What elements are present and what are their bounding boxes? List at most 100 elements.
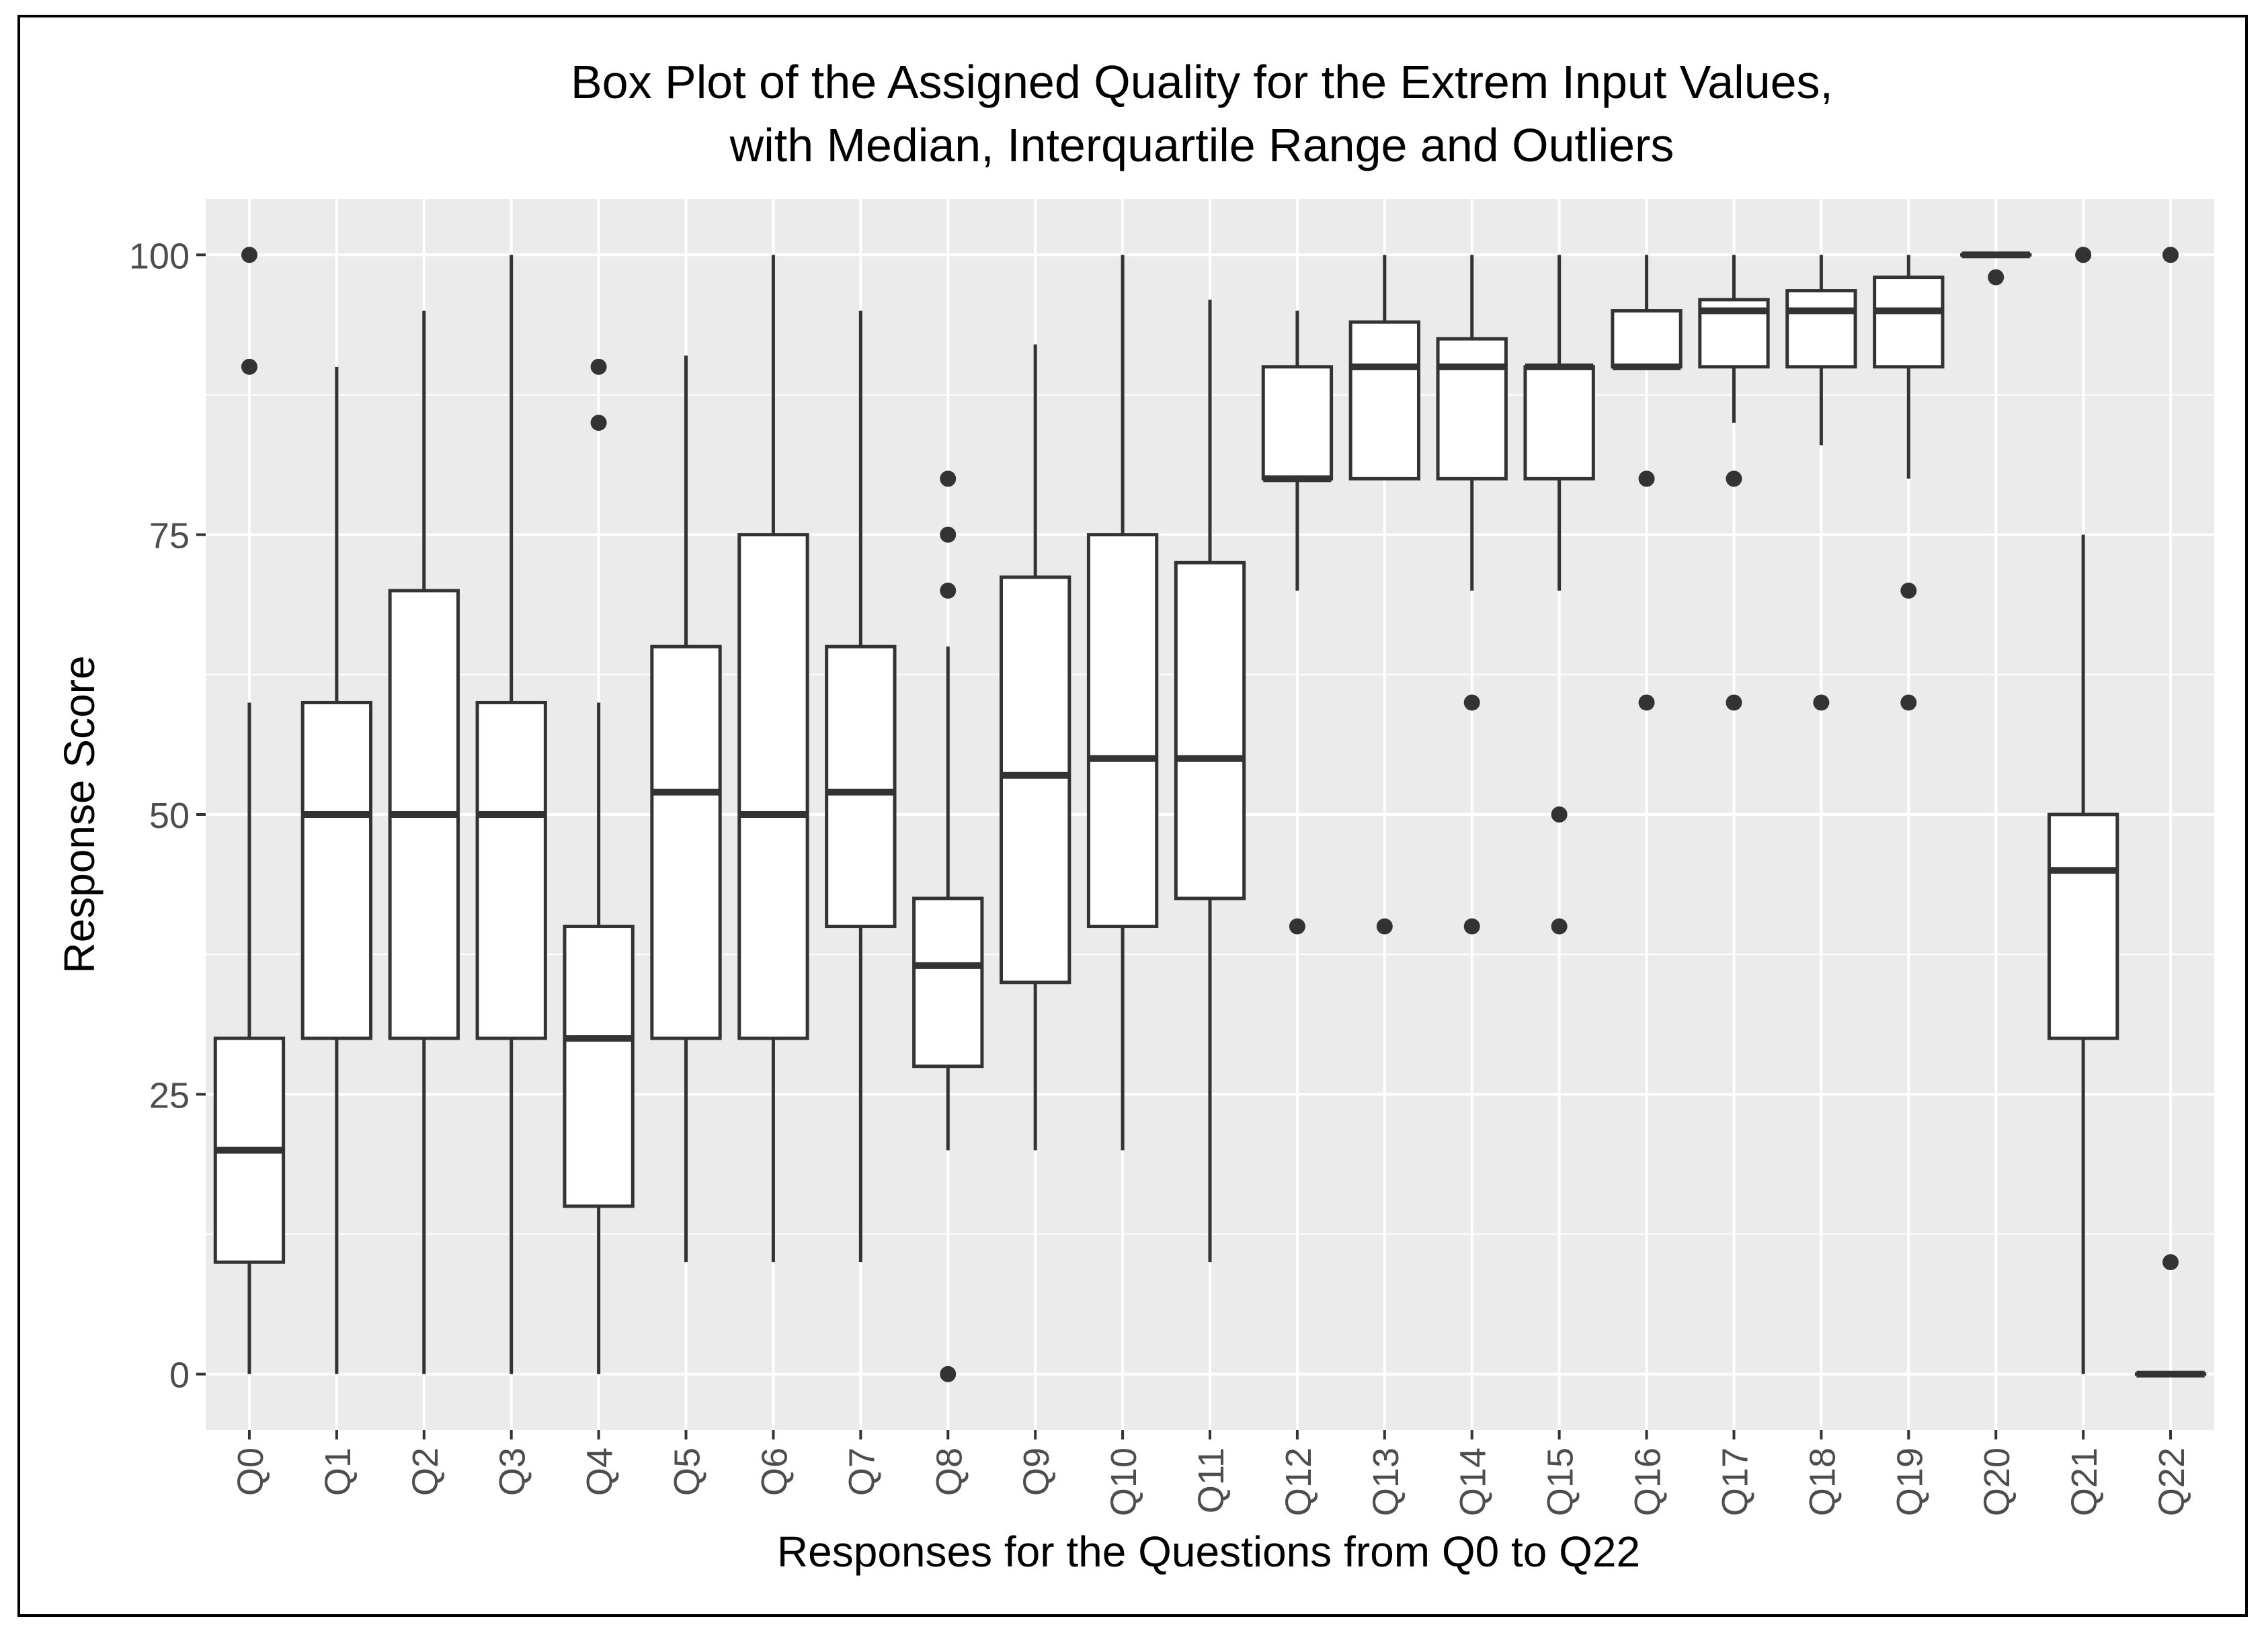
outlier-point [1289,918,1305,935]
x-tick-label: Q4 [580,1448,620,1496]
y-tick-label: 0 [169,1355,190,1396]
iqr-box [1523,365,1595,480]
box-q19 [1873,255,1945,711]
y-axis: 0 25 50 75 100 [129,236,206,1396]
x-axis: Q0 Q1 Q2 Q3 Q4 Q5 Q6 Q7 Q8 Q9 Q10 Q11 Q12 Q13 Q14 Q15 Q1… [231,1430,2192,1516]
x-tick-label: Q16 [1628,1448,1668,1516]
x-tick-label: Q10 [1104,1448,1144,1516]
box-q15 [1523,255,1595,935]
chart-frame: 0 25 50 75 100 Q0 Q1 Q2 Q3 Q4 Q5 Q6 Q7 Q8 Q9 Q10 Q11 Q12… [17,15,2248,1617]
box-q17 [1698,255,1770,711]
x-tick-label: Q20 [1977,1448,2017,1516]
iqr-box [1000,575,1071,985]
iqr-box [1436,337,1508,480]
outlier-point [590,415,607,431]
x-axis-label: Responses for the Questions from Q0 to Q… [777,1527,1640,1576]
outlier-point [1726,470,1742,487]
x-tick-label: Q14 [1453,1448,1494,1516]
x-tick-label: Q15 [1541,1448,1581,1516]
y-axis-label: Response Score [55,655,104,973]
iqr-box [1785,289,1857,369]
box-q4 [563,358,635,1374]
outlier-point [1463,694,1480,711]
box-q10 [1086,255,1159,1150]
box-q16 [1611,255,1683,711]
y-tick-label: 100 [129,236,190,276]
x-tick-label: Q12 [1279,1448,1319,1516]
iqr-box [1873,276,1945,369]
box-q0 [213,247,286,1374]
x-tick-label: Q6 [754,1448,795,1496]
iqr-box [912,896,984,1069]
iqr-box [1348,320,1420,480]
outlier-point [2075,247,2092,263]
box-q5 [650,355,722,1263]
box-q13 [1348,255,1420,935]
x-tick-label: Q13 [1366,1448,1406,1516]
outlier-point [2162,247,2179,263]
x-tick-label: Q11 [1191,1448,1231,1513]
x-tick-label: Q0 [231,1448,271,1496]
iqr-box [1611,309,1683,369]
iqr-box [650,644,722,1040]
outlier-point [940,526,957,543]
box-q1 [300,366,373,1374]
x-tick-label: Q5 [667,1448,708,1496]
box-plot-chart: 0 25 50 75 100 Q0 Q1 Q2 Q3 Q4 Q5 Q6 Q7 Q8 Q9 Q10 Q11 Q12… [55,56,2214,1576]
iqr-box [2047,812,2119,1040]
iqr-box [563,925,635,1208]
outlier-point [241,247,257,263]
outlier-point [1900,582,1917,599]
outlier-point [1638,470,1655,487]
x-tick-label: Q3 [493,1448,533,1496]
outlier-point [1463,918,1480,935]
box-q12 [1261,310,1334,935]
x-tick-label: Q1 [318,1448,358,1496]
y-tick-label: 50 [149,796,190,836]
x-tick-label: Q22 [2152,1448,2192,1516]
x-tick-label: Q8 [929,1448,969,1496]
x-tick-label: Q2 [405,1448,446,1496]
box-q3 [475,255,547,1374]
outlier-point [1900,694,1917,711]
iqr-box [1174,560,1246,901]
outlier-point [1813,694,1830,711]
box-q22 [2134,247,2207,1378]
y-tick-label: 75 [149,516,190,556]
x-tick-label: Q18 [1802,1448,1842,1516]
box-q18 [1785,255,1857,711]
outlier-point [940,1366,957,1382]
x-tick-label: Q17 [1715,1448,1755,1516]
chart-subtitle: with Median, Interquartile Range and Out… [729,119,1674,171]
outlier-point [1988,269,2004,286]
box-q14 [1436,255,1508,935]
outlier-point [1551,806,1568,823]
box-q6 [737,255,809,1263]
iqr-box [300,700,373,1040]
box-q11 [1174,299,1246,1263]
outlier-point [241,358,257,375]
outlier-point [940,470,957,487]
x-tick-label: Q7 [842,1448,882,1496]
box-q21 [2047,247,2119,1374]
outlier-point [940,582,957,599]
x-tick-label: Q19 [1890,1448,1930,1516]
box-q9 [1000,344,1071,1150]
box-q2 [388,310,460,1374]
outlier-point [1376,918,1393,935]
chart-title: Box Plot of the Assigned Quality for the… [571,56,1833,108]
outlier-point [1551,918,1568,935]
x-tick-label: Q9 [1016,1448,1057,1496]
box-q20 [1960,251,2032,286]
outlier-point [1726,694,1742,711]
outlier-point [590,358,607,375]
x-tick-label: Q21 [2064,1448,2105,1516]
outlier-point [1638,694,1655,711]
outlier-point [2162,1254,2179,1271]
box-series [213,247,2207,1382]
iqr-box [1261,365,1334,480]
iqr-box [825,644,897,929]
y-tick-label: 25 [149,1075,190,1116]
iqr-box [475,700,547,1040]
box-q7 [825,310,897,1263]
